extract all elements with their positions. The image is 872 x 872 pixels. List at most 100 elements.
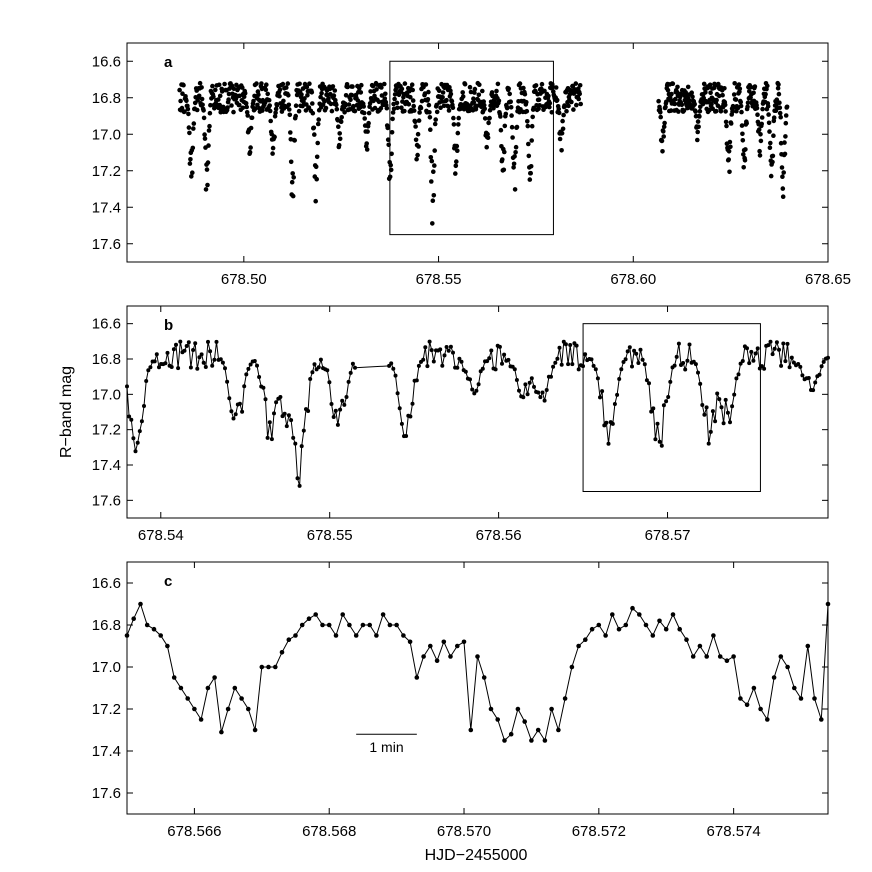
data-point xyxy=(812,696,817,701)
data-point xyxy=(498,127,504,133)
data-point xyxy=(296,108,302,114)
data-point xyxy=(301,428,306,433)
data-point xyxy=(758,706,763,712)
x-tick-label: 678.572 xyxy=(572,823,626,840)
data-point xyxy=(777,347,781,352)
data-point xyxy=(549,374,553,379)
data-point xyxy=(720,92,725,98)
data-point xyxy=(722,102,728,108)
data-point xyxy=(510,135,515,140)
data-point xyxy=(522,91,528,97)
data-point xyxy=(272,134,277,140)
data-point xyxy=(767,145,773,150)
data-point xyxy=(337,136,343,142)
data-point xyxy=(181,82,186,88)
data-point xyxy=(426,89,431,95)
data-point xyxy=(326,622,332,628)
data-point xyxy=(408,94,413,100)
data-point xyxy=(178,98,183,104)
data-point xyxy=(259,664,265,670)
data-point xyxy=(501,167,507,173)
data-point xyxy=(206,128,212,133)
data-point xyxy=(715,391,720,396)
data-point xyxy=(702,412,707,417)
data-point xyxy=(632,348,637,353)
data-point xyxy=(388,167,394,173)
data-point xyxy=(737,86,743,92)
data-point xyxy=(723,397,728,402)
data-point xyxy=(335,422,340,427)
data-point xyxy=(500,157,505,162)
data-point xyxy=(661,124,667,129)
data-point xyxy=(191,126,196,131)
data-point xyxy=(190,170,195,175)
data-point xyxy=(425,97,431,102)
data-point xyxy=(581,364,585,369)
data-point xyxy=(689,90,694,95)
data-point xyxy=(245,113,250,118)
data-point xyxy=(481,675,487,680)
data-point xyxy=(697,108,703,114)
data-point xyxy=(517,388,521,393)
data-point xyxy=(806,376,811,380)
data-point xyxy=(778,654,784,659)
data-point xyxy=(374,87,379,92)
data-point xyxy=(576,643,581,649)
data-point xyxy=(286,102,292,108)
data-point xyxy=(821,359,826,364)
data-point xyxy=(763,91,768,97)
data-point xyxy=(191,348,196,352)
data-point xyxy=(718,109,724,114)
data-point xyxy=(444,97,449,103)
data-point xyxy=(402,108,407,114)
data-point xyxy=(783,113,789,118)
data-point xyxy=(662,120,667,126)
data-point xyxy=(485,359,490,364)
data-point xyxy=(376,99,382,105)
data-point xyxy=(637,612,642,617)
data-point xyxy=(771,133,776,138)
data-point xyxy=(425,364,430,369)
y-tick-label: 16.6 xyxy=(92,316,121,333)
data-point xyxy=(475,654,480,659)
data-point xyxy=(517,81,523,86)
y-tick-label: 16.8 xyxy=(92,90,121,107)
data-point xyxy=(661,134,666,139)
data-point xyxy=(638,347,643,352)
data-point xyxy=(177,87,182,93)
data-point xyxy=(325,368,330,373)
data-point xyxy=(685,84,691,90)
data-point xyxy=(237,102,242,108)
data-point xyxy=(719,405,724,410)
data-point xyxy=(826,355,830,360)
data-point xyxy=(274,400,279,405)
data-point xyxy=(412,119,418,125)
data-point xyxy=(504,105,510,111)
data-point xyxy=(778,114,783,120)
data-point xyxy=(291,435,296,440)
data-point xyxy=(314,154,320,160)
data-point xyxy=(216,97,221,102)
data-point xyxy=(492,100,498,105)
data-point xyxy=(672,363,677,368)
data-point xyxy=(448,654,453,659)
data-point xyxy=(753,351,758,356)
data-point xyxy=(566,103,571,109)
data-point xyxy=(207,123,212,129)
data-point xyxy=(740,138,746,143)
data-point xyxy=(495,717,501,722)
data-point xyxy=(430,221,435,226)
data-point xyxy=(544,388,549,392)
data-point xyxy=(755,112,760,117)
data-point xyxy=(676,109,681,114)
data-point xyxy=(636,361,641,365)
data-point xyxy=(318,357,323,362)
data-point xyxy=(180,91,185,96)
data-point xyxy=(701,95,706,101)
data-point xyxy=(297,483,302,488)
data-point xyxy=(152,359,157,364)
data-point xyxy=(627,345,632,350)
data-point xyxy=(217,102,222,108)
data-point xyxy=(188,157,193,162)
data-point xyxy=(265,91,271,97)
